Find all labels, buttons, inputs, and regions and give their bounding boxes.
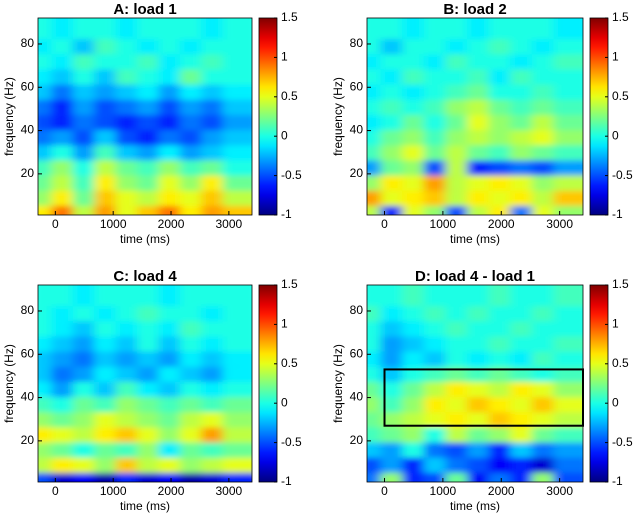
y-tick-label: 60 bbox=[350, 346, 364, 360]
x-tick-label: 1000 bbox=[430, 484, 457, 498]
colorbar-tick-label: 1.5 bbox=[612, 277, 629, 291]
colorbar bbox=[589, 284, 609, 483]
colorbar-tick-label: 1 bbox=[281, 317, 288, 331]
colorbar-tick-label: 1.5 bbox=[281, 10, 298, 24]
cells bbox=[38, 18, 252, 215]
colorbar-tick-label: 0 bbox=[281, 395, 288, 409]
y-tick-label: 20 bbox=[21, 166, 35, 180]
colorbar-tick-label: 1 bbox=[612, 317, 619, 331]
y-tick-label: 80 bbox=[350, 36, 364, 50]
cell bbox=[553, 18, 583, 40]
axes-frame bbox=[366, 17, 584, 216]
y-tick-label: 60 bbox=[21, 346, 35, 360]
x-tick-label: 2000 bbox=[488, 484, 515, 498]
colorbar-tick-label: 1.5 bbox=[281, 277, 298, 291]
axes-frame bbox=[37, 17, 253, 216]
colorbar-tick-label: 0 bbox=[612, 128, 619, 142]
colorbar-tick-label: -0.5 bbox=[612, 168, 633, 182]
chart-title: C: load 4 bbox=[113, 268, 177, 285]
colorbar bbox=[589, 17, 609, 216]
y-tick-label: 40 bbox=[350, 390, 364, 404]
y-tick-label: 80 bbox=[21, 36, 35, 50]
cell bbox=[553, 285, 583, 307]
y-tick-label: 60 bbox=[350, 79, 364, 93]
colorbar-tick-label: 0.5 bbox=[281, 89, 298, 103]
colorbar-tick-label: -1 bbox=[612, 207, 623, 221]
colorbar-tick-label: 0.5 bbox=[612, 356, 629, 370]
x-axis-label: time (ms) bbox=[450, 232, 500, 246]
colorbar-tick-label: 0 bbox=[281, 128, 288, 142]
colorbar-tick-label: 1.5 bbox=[612, 10, 629, 24]
x-tick-label: 2000 bbox=[488, 217, 515, 231]
y-axis-label: frequency (Hz) bbox=[2, 344, 16, 423]
x-tick-label: 3000 bbox=[216, 484, 243, 498]
colorbar-tick-label: 0.5 bbox=[612, 89, 629, 103]
x-tick-label: 0 bbox=[381, 217, 388, 231]
y-tick-label: 40 bbox=[21, 123, 35, 137]
y-tick-label: 80 bbox=[350, 303, 364, 317]
colorbar-tick-label: -0.5 bbox=[612, 435, 633, 449]
colorbar-tick-label: -1 bbox=[612, 474, 623, 488]
y-tick-label: 40 bbox=[21, 390, 35, 404]
chart-title: A: load 1 bbox=[113, 1, 176, 18]
x-tick-label: 1000 bbox=[100, 484, 127, 498]
colorbar-tick-label: -0.5 bbox=[281, 168, 302, 182]
chart-title: B: load 2 bbox=[443, 1, 506, 18]
y-tick-label: 20 bbox=[21, 433, 35, 447]
heatmap bbox=[367, 285, 583, 482]
colorbar-tick-label: 0 bbox=[612, 395, 619, 409]
heatmap bbox=[367, 18, 583, 215]
cell bbox=[222, 285, 252, 307]
heatmap bbox=[38, 285, 252, 482]
x-axis-label: time (ms) bbox=[120, 499, 170, 513]
y-axis-label: frequency (Hz) bbox=[2, 77, 16, 156]
heatmap bbox=[38, 18, 252, 215]
colorbar-tick-label: -0.5 bbox=[281, 435, 302, 449]
cells bbox=[367, 18, 583, 215]
y-tick-label: 80 bbox=[21, 303, 35, 317]
colorbar bbox=[258, 17, 278, 216]
x-tick-label: 1000 bbox=[100, 217, 127, 231]
x-tick-label: 0 bbox=[52, 484, 59, 498]
cells bbox=[367, 285, 583, 482]
cell bbox=[222, 18, 252, 40]
x-tick-label: 0 bbox=[381, 484, 388, 498]
y-tick-label: 20 bbox=[350, 433, 364, 447]
colorbar-tick-label: 1 bbox=[281, 50, 288, 64]
y-tick-label: 60 bbox=[21, 79, 35, 93]
x-tick-label: 0 bbox=[52, 217, 59, 231]
colorbar-tick-label: 0.5 bbox=[281, 356, 298, 370]
colorbar bbox=[258, 284, 278, 483]
highlight-box bbox=[383, 368, 584, 427]
y-tick-label: 20 bbox=[350, 166, 364, 180]
colorbar-tick-label: -1 bbox=[281, 474, 292, 488]
y-tick-label: 40 bbox=[350, 123, 364, 137]
cells bbox=[38, 285, 252, 482]
x-tick-label: 1000 bbox=[430, 217, 457, 231]
axes-frame bbox=[37, 284, 253, 483]
chart-title: D: load 4 - load 1 bbox=[415, 268, 535, 285]
x-tick-label: 3000 bbox=[216, 217, 243, 231]
y-axis-label: frequency (Hz) bbox=[331, 344, 345, 423]
x-tick-label: 2000 bbox=[158, 484, 185, 498]
x-tick-label: 2000 bbox=[158, 217, 185, 231]
x-tick-label: 3000 bbox=[546, 217, 573, 231]
x-axis-label: time (ms) bbox=[120, 232, 170, 246]
colorbar-tick-label: 1 bbox=[612, 50, 619, 64]
colorbar-tick-label: -1 bbox=[281, 207, 292, 221]
x-axis-label: time (ms) bbox=[450, 499, 500, 513]
x-tick-label: 3000 bbox=[546, 484, 573, 498]
y-axis-label: frequency (Hz) bbox=[331, 77, 345, 156]
